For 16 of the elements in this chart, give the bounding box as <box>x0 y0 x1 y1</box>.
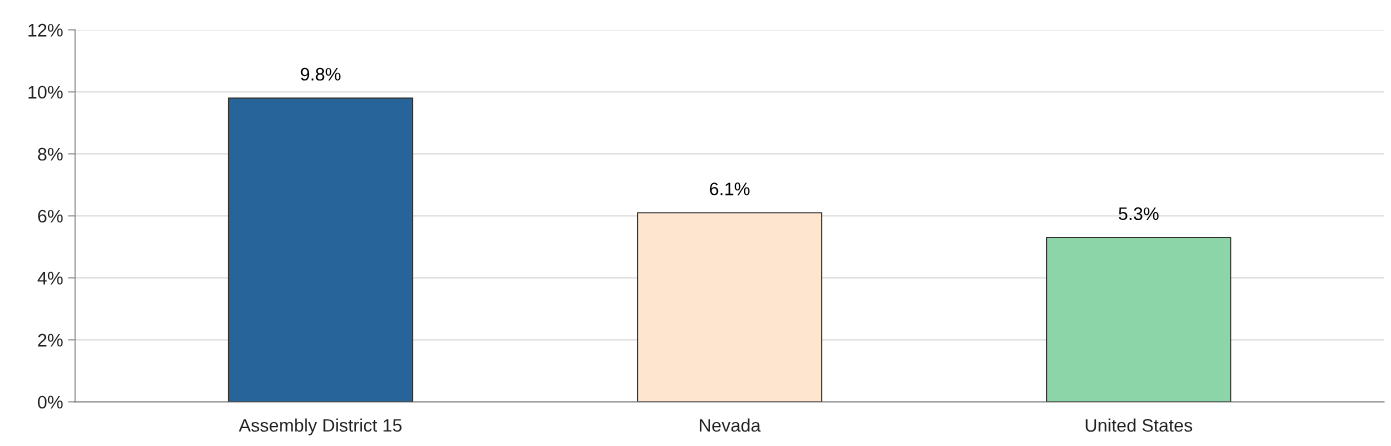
bar <box>1046 237 1232 402</box>
x-tick-label: Nevada <box>699 418 761 432</box>
data-label: 6.1% <box>709 182 750 196</box>
y-tick-label: 2% <box>38 333 63 347</box>
bar <box>636 212 823 402</box>
x-tick-label: Assembly District 15 <box>238 418 402 436</box>
bar <box>227 97 414 402</box>
y-tick-label: 12% <box>28 23 63 37</box>
y-tick-label: 8% <box>38 147 63 161</box>
y-tick-label: 6% <box>38 209 63 223</box>
x-tick-label: United States <box>1085 418 1193 432</box>
y-tick-label: 0% <box>37 395 63 409</box>
data-label: 9.8% <box>300 67 341 81</box>
y-tick-label: 4% <box>37 271 63 285</box>
data-label: 5.3% <box>1118 207 1159 221</box>
y-tick-label: 10% <box>28 85 63 99</box>
